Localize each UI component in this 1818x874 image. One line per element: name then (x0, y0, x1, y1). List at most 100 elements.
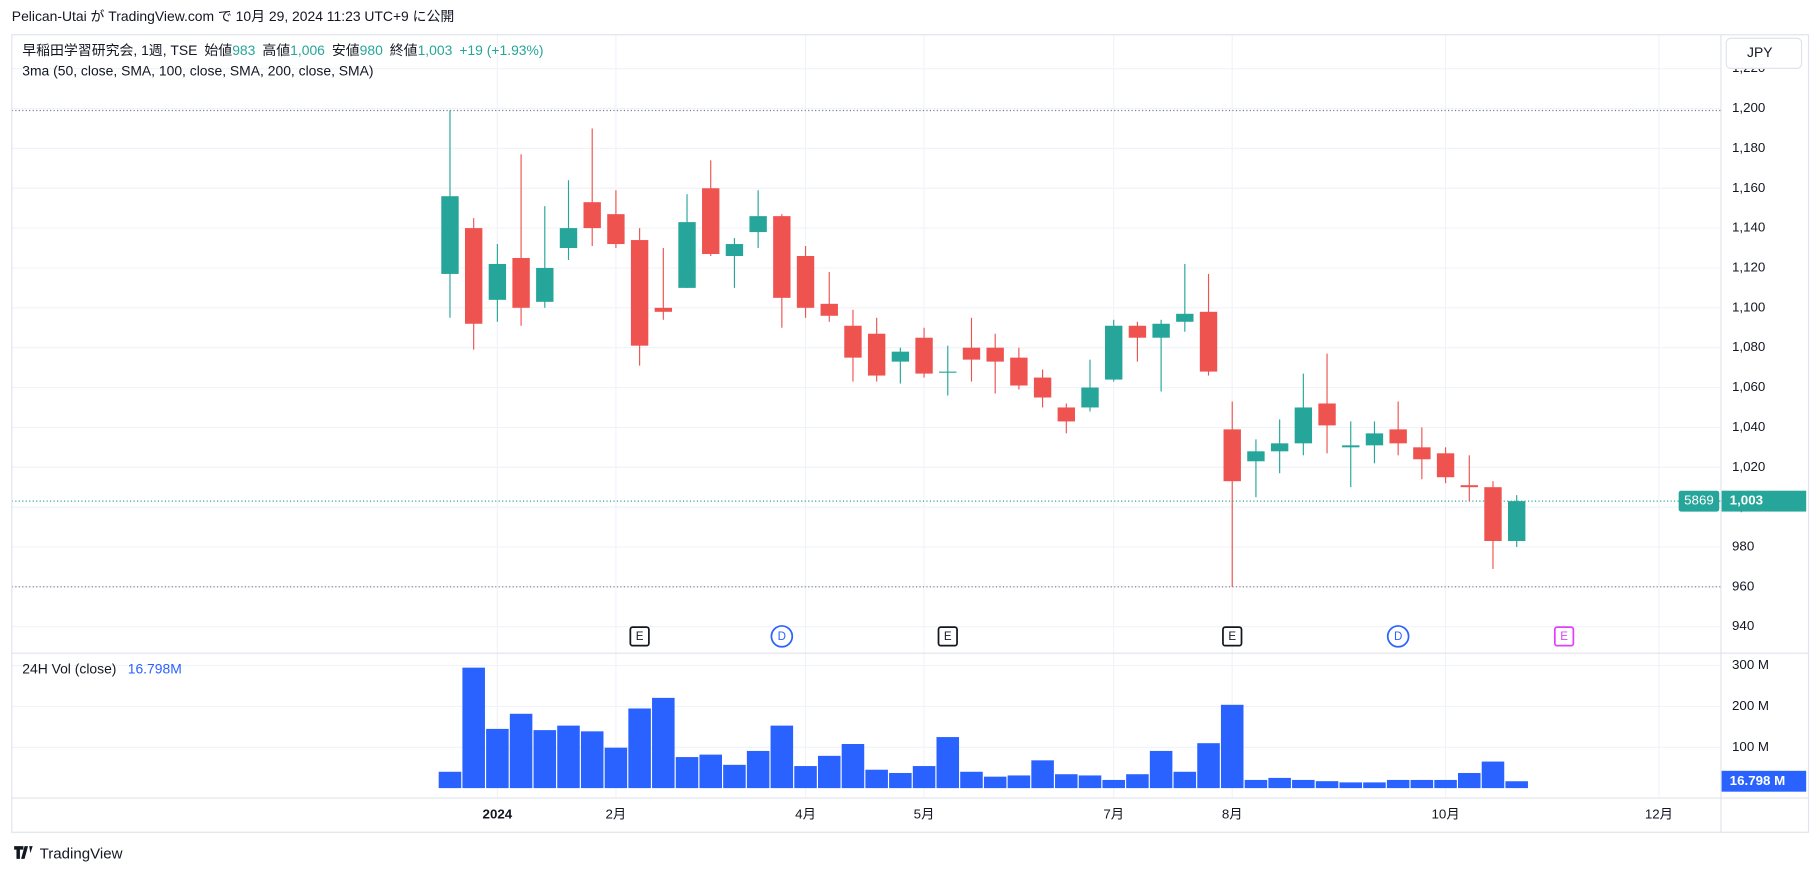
candle-body (1152, 323, 1170, 338)
volume-bar (1434, 779, 1457, 789)
volume-bar (865, 769, 888, 789)
event-label: E (944, 631, 952, 643)
volume-bar (1173, 771, 1197, 789)
candle-body (1460, 485, 1478, 488)
legend-line: 早稲田学習研究会, 1週, TSE 始値983 高値1,006 安値980 終値1,00… (22, 42, 543, 58)
candle-body (512, 257, 530, 308)
legend-low-label: 安値 (332, 42, 360, 58)
y-tick-label: 960 (1732, 578, 1754, 593)
volume-bar (1481, 761, 1505, 789)
x-tick-label: 7月 (1103, 806, 1124, 821)
volume-bar (841, 744, 865, 789)
frame (11, 34, 1810, 833)
footer: TradingView (14, 845, 123, 862)
y-tick-label: 940 (1732, 618, 1754, 633)
event-label: E (1228, 631, 1236, 643)
volume-bar (1078, 775, 1102, 789)
volume-bar (723, 764, 746, 789)
candle-body (1105, 325, 1123, 380)
candle-body (1294, 407, 1313, 444)
volume-bar (699, 754, 722, 789)
legend-high-label: 高値 (262, 42, 290, 58)
volume-bar (936, 737, 960, 789)
y-tick-label: 980 (1732, 538, 1754, 553)
candle-body (441, 196, 459, 274)
candle-body (488, 263, 507, 300)
volume-tick-label: 200 M (1732, 698, 1769, 713)
volume-bar (1292, 779, 1315, 789)
volume-bar (1102, 779, 1125, 789)
y-tick-label: 1,080 (1732, 339, 1765, 354)
currency[interactable]: JPY (1747, 44, 1772, 60)
volume-bar (438, 771, 462, 789)
event-marker (770, 625, 794, 648)
legend-symbol: 早稲田学習研究会, 1週, TSE (22, 42, 197, 58)
footer-brand: TradingView (40, 845, 123, 862)
candle-body (725, 244, 744, 256)
volume-bar (817, 755, 841, 789)
candle-body (1223, 429, 1241, 482)
candle-body (1413, 447, 1431, 460)
candle-body (1176, 313, 1194, 322)
countdown-tag (1678, 490, 1720, 512)
volume-bar (1149, 750, 1173, 789)
event-label: E (1560, 631, 1568, 643)
candle-body (1365, 433, 1384, 446)
legend: 早稲田学習研究会, 1週, TSE 始値983 高値1,006 安値980 終値1,00… (22, 42, 543, 677)
candle-body (1318, 403, 1336, 426)
candle-body (1057, 407, 1075, 422)
volume-bar (1386, 779, 1410, 789)
x-tick-label: 10月 (1431, 806, 1459, 821)
volume-bar (486, 728, 509, 789)
y-tick-label: 1,100 (1732, 299, 1765, 314)
event-marker (629, 626, 650, 647)
event-marker (937, 626, 958, 647)
volume-label: 24H Vol (close) (22, 661, 116, 677)
legend-close-label: 終値 (390, 42, 418, 58)
event-marker (1553, 626, 1575, 647)
volume-last: 16.798M (128, 661, 182, 677)
countdown: 5869 (1684, 493, 1714, 508)
volume-bar (746, 750, 770, 789)
volume-bar (1055, 774, 1078, 789)
candle-body (1270, 443, 1289, 452)
candle-body (844, 325, 862, 358)
candle-body (915, 337, 933, 374)
volume-bar (628, 708, 651, 789)
volume-tag (1721, 770, 1807, 792)
volume-bar (1007, 775, 1031, 789)
candle-body (1436, 453, 1455, 478)
currency-button[interactable] (1725, 37, 1803, 69)
volume-bar (1363, 782, 1386, 789)
candle-body (891, 351, 910, 362)
volume-bar (794, 766, 817, 789)
x-tick-label: 4月 (795, 806, 816, 821)
legend-close: 1,003 (418, 42, 453, 58)
candle-body (1010, 357, 1028, 386)
volume-bar (1244, 779, 1268, 789)
y-tick-label: 1,040 (1732, 419, 1765, 434)
candle-body (1128, 325, 1147, 338)
candle-body (702, 188, 720, 255)
event-marker (1222, 626, 1243, 647)
candle-body (464, 228, 483, 324)
candle-body (1342, 445, 1360, 448)
volume-bar (604, 747, 628, 789)
volume-bar (1197, 743, 1220, 789)
candle-body (583, 202, 601, 229)
volume-bar (509, 713, 533, 789)
volume-bar (960, 771, 983, 789)
volume-bar (983, 776, 1007, 789)
volume-bar (770, 725, 794, 789)
candle-body (678, 222, 696, 288)
volume-bar (912, 766, 936, 789)
volume-bar (1220, 704, 1244, 789)
volume-bar (533, 730, 557, 789)
candle-body (749, 216, 767, 233)
event-label: D (1394, 631, 1402, 643)
y-tick-label: 1,200 (1732, 100, 1765, 115)
legend-high: 1,006 (290, 42, 325, 58)
event-label: D (778, 631, 786, 643)
volume-bar (1031, 760, 1054, 789)
